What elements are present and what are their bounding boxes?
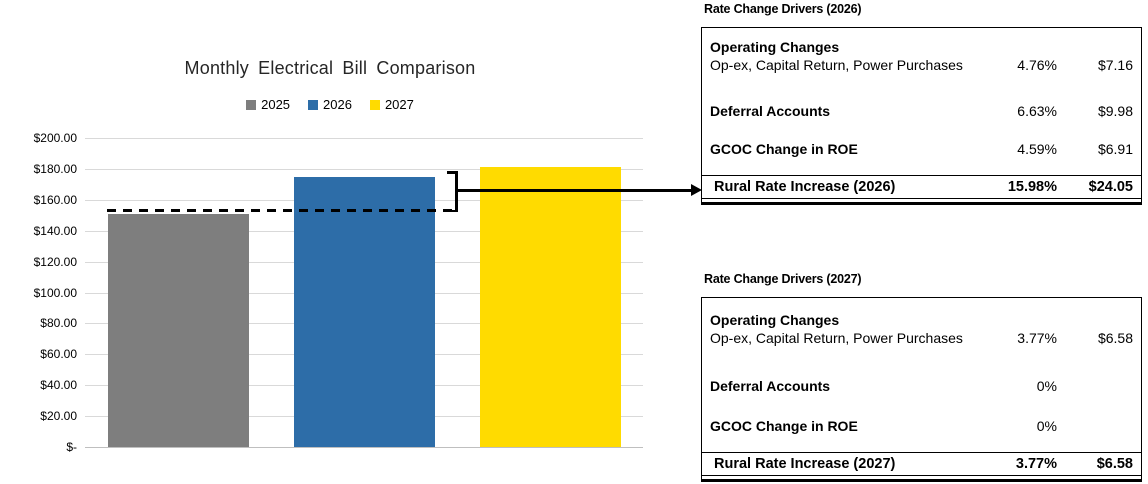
y-axis-tick-label: $140.00 (33, 223, 77, 238)
rate-drivers-table-2026: Rate Change Drivers (2026) Operating Cha… (701, 2, 1142, 205)
table-row: Deferral Accounts 6.63% $9.98 (710, 102, 1133, 120)
row-percent: 6.63% (1017, 103, 1057, 119)
chart-legend: 2025 2026 2027 (85, 97, 575, 112)
row-percent: 0% (1036, 378, 1057, 394)
table-total-row: Rural Rate Increase (2026) 15.98% $24.05 (702, 175, 1141, 199)
y-axis-tick-label: $20.00 (40, 409, 77, 424)
row-percent: 3.77% (1017, 330, 1057, 346)
legend-swatch-2025 (246, 99, 257, 110)
x-axis-line (85, 447, 643, 448)
y-axis-tick-label: $200.00 (33, 131, 77, 145)
total-amount: $6.58 (1096, 456, 1133, 472)
gridline (85, 168, 643, 170)
row-label: Deferral Accounts (710, 378, 831, 394)
y-axis-tick-label: $120.00 (33, 254, 77, 269)
legend-label-2026: 2026 (323, 97, 352, 112)
callout-arrow-line (458, 189, 692, 192)
increase-bracket-top-tick (447, 171, 458, 174)
row-label: GCOC Change in ROE (710, 418, 858, 434)
legend-label-2027: 2027 (384, 97, 414, 112)
increase-bracket (455, 171, 458, 212)
total-label: Rural Rate Increase (2026) (714, 179, 896, 195)
rate-drivers-table-2027: Rate Change Drivers (2027) Operating Cha… (701, 272, 1142, 482)
table-body: Operating Changes Op-ex, Capital Return,… (701, 27, 1142, 205)
row-percent: 0% (1036, 418, 1057, 434)
row-label: GCOC Change in ROE (710, 141, 858, 157)
row-sublabel: Op-ex, Capital Return, Power Purchases (710, 330, 963, 346)
y-axis-tick-label: $100.00 (33, 285, 77, 300)
row-amount: $7.16 (1097, 57, 1133, 73)
row-label: Operating Changes (710, 312, 840, 328)
table-body: Operating Changes Op-ex, Capital Return,… (701, 297, 1142, 482)
row-label: Deferral Accounts (710, 103, 831, 119)
row-percent: 4.76% (1017, 57, 1057, 73)
plot-area (85, 138, 643, 448)
bar-2026 (293, 177, 435, 447)
gridline (85, 138, 643, 139)
row-percent: 4.59% (1017, 141, 1057, 157)
chart-title: Monthly Electrical Bill Comparison (184, 58, 476, 78)
increase-bracket-bottom-tick (447, 209, 458, 212)
legend-item-2026: 2026 (308, 97, 352, 112)
table-row: GCOC Change in ROE 4.59% $6.91 (710, 140, 1133, 158)
total-percent: 3.77% (1015, 456, 1057, 472)
total-percent: 15.98% (1007, 179, 1057, 195)
y-axis-tick-label: $80.00 (40, 316, 77, 331)
row-label: Operating Changes (710, 39, 840, 55)
legend-item-2027: 2027 (369, 97, 414, 112)
table-row: Operating Changes Op-ex, Capital Return,… (710, 298, 1133, 347)
row-amount: $9.98 (1097, 103, 1133, 119)
callout-arrow-head-icon (691, 184, 702, 196)
legend-swatch-2027 (369, 99, 380, 110)
row-amount: $6.58 (1097, 330, 1133, 346)
bar-2025 (107, 214, 249, 447)
table-title: Rate Change Drivers (2026) (704, 2, 862, 16)
table-row: GCOC Change in ROE 0% (710, 417, 1133, 435)
bill-comparison-chart: Monthly Electrical Bill Comparison 2025 … (33, 58, 702, 454)
legend-label-2025: 2025 (261, 97, 291, 112)
y-axis-tick-label: $180.00 (33, 161, 77, 176)
y-axis-tick-label: $- (66, 440, 77, 454)
row-amount: $6.91 (1097, 141, 1133, 157)
table-total-row: Rural Rate Increase (2027) 3.77% $6.58 (702, 452, 1141, 476)
legend-item-2025: 2025 (246, 97, 290, 112)
y-axis-tick-label: $60.00 (40, 347, 77, 362)
bar-2027 (479, 167, 621, 447)
table-title: Rate Change Drivers (2027) (704, 272, 862, 286)
table-row: Operating Changes Op-ex, Capital Return,… (710, 28, 1133, 74)
total-amount: $24.05 (1088, 179, 1133, 195)
table-row: Deferral Accounts 0% (710, 377, 1133, 395)
legend-swatch-2026 (308, 99, 319, 110)
baseline-dashed-line (107, 209, 452, 212)
total-label: Rural Rate Increase (2027) (714, 456, 896, 472)
y-axis-tick-label: $160.00 (33, 192, 77, 207)
row-sublabel: Op-ex, Capital Return, Power Purchases (710, 57, 963, 73)
y-axis-tick-label: $40.00 (40, 378, 77, 393)
